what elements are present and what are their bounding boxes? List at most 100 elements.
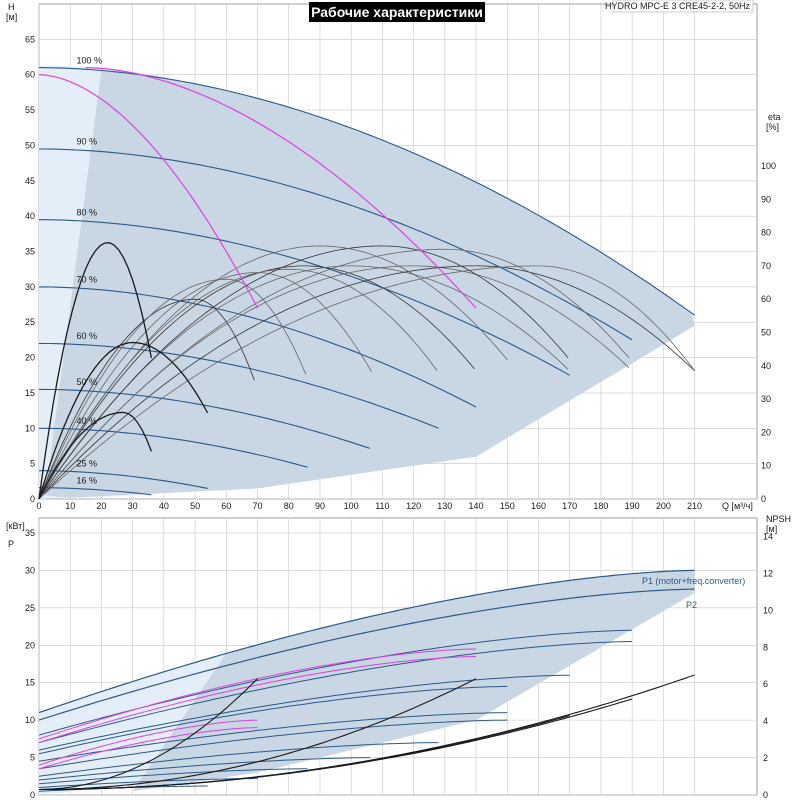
head-curve-25	[39, 470, 208, 489]
title-background	[309, 2, 485, 22]
head-x-tick: 70	[253, 501, 263, 511]
head-curve-100	[38, 67, 695, 316]
eta-y-tick: 40	[761, 361, 771, 371]
power-curve	[38, 719, 508, 770]
speed-label: 40 %	[76, 416, 97, 426]
head-x-tick: 160	[531, 501, 546, 511]
eta-y-unit: [%]	[766, 122, 779, 132]
speed-label: 60 %	[76, 331, 97, 341]
head-curve-16	[39, 487, 152, 496]
head-curve-70	[39, 286, 477, 408]
head-y-tick: 5	[30, 459, 35, 469]
magenta-power-curve	[38, 656, 477, 744]
npsh-y-tick: 12	[763, 568, 773, 578]
eta-curve-single	[38, 341, 209, 500]
magenta-power-curve	[38, 727, 258, 770]
head-x-tick: 130	[437, 501, 452, 511]
power-y-tick: 0	[30, 790, 35, 800]
head-curve-90	[39, 148, 633, 341]
head-y-tick: 50	[25, 140, 35, 150]
eta-y-label: eta	[768, 112, 781, 122]
eta-curve-single	[38, 242, 153, 500]
head-x-tick: 140	[469, 501, 484, 511]
eta-y-tick: 10	[761, 461, 771, 471]
npsh-y-tick: 2	[763, 753, 768, 763]
head-curve-60	[38, 342, 439, 429]
head-y-tick: 35	[25, 247, 35, 257]
eta-curve-multi	[38, 245, 569, 500]
head-y-tick: 40	[25, 211, 35, 221]
speed-label: 50 %	[76, 377, 97, 387]
head-x-tick: 50	[190, 501, 200, 511]
speed-label: 70 %	[76, 275, 97, 285]
power-curve	[38, 674, 570, 751]
eta-y-tick: 50	[761, 328, 771, 338]
eta-y-tick: 0	[761, 494, 766, 504]
npsh-y-tick: 0	[763, 790, 768, 800]
head-x-tick: 30	[128, 501, 138, 511]
head-y-unit: [м]	[6, 12, 17, 22]
head-x-tick: 100	[344, 501, 359, 511]
power-y-tick: 25	[25, 603, 35, 613]
npsh-y-label: NPSH	[766, 514, 791, 524]
eta-y-tick: 90	[761, 194, 771, 204]
magenta-head-curve	[85, 67, 477, 309]
eta-y-tick: 100	[761, 161, 776, 171]
magenta-head-curve	[38, 74, 259, 309]
head-x-tick: 110	[375, 501, 389, 511]
power-curve	[38, 712, 508, 762]
power-y-tick: 35	[25, 528, 35, 538]
magenta-power-curve	[38, 719, 258, 766]
head-curve-40	[39, 427, 308, 468]
head-y-tick: 55	[25, 105, 35, 115]
power-curve	[38, 569, 695, 714]
head-y-tick: 60	[25, 70, 35, 80]
eta-curve-multi	[38, 248, 630, 500]
power-y-tick: 30	[25, 565, 35, 575]
head-x-tick: 200	[656, 501, 671, 511]
eta-y-tick: 70	[761, 261, 771, 271]
head-y-label: H	[8, 2, 15, 12]
head-x-tick: 0	[36, 501, 41, 511]
eta-curve-multi	[38, 245, 508, 500]
npsh-y-tick: 10	[763, 605, 773, 615]
power-y-tick: 20	[25, 640, 35, 650]
power-curve	[38, 768, 308, 785]
model-label: HYDRO MPC-E 3 CRE45-2-2, 50Hz	[605, 1, 751, 11]
head-x-tick: 80	[284, 501, 294, 511]
head-x-tick: 120	[406, 501, 421, 511]
power-y-tick: 15	[25, 678, 35, 688]
power-y-label: P	[8, 539, 14, 549]
head-y-tick: 65	[25, 34, 35, 44]
eta-y-tick: 20	[761, 427, 771, 437]
power-y-tick: 10	[25, 715, 35, 725]
eta-curve-multi	[38, 272, 372, 500]
speed-label: 100 %	[76, 55, 102, 65]
eta-curve-multi	[38, 265, 695, 500]
eta-y-tick: 60	[761, 294, 771, 304]
series-label-p1: P1 (motor+freq.converter)	[642, 576, 745, 586]
head-x-tick: 150	[500, 501, 515, 511]
eta-curve-multi	[38, 265, 695, 500]
head-x-tick: 180	[593, 501, 608, 511]
head-x-label: Q [м³/ч]	[722, 501, 753, 511]
head-curve-50	[39, 388, 371, 449]
head-y-tick: 45	[25, 176, 35, 186]
power-curve	[38, 778, 258, 788]
npsh-y-tick: 8	[763, 642, 768, 652]
head-x-tick: 90	[315, 501, 325, 511]
chart-title: Рабочие характеристики	[311, 4, 483, 20]
head-envelope-dark	[45, 70, 695, 498]
head-x-tick: 170	[562, 501, 577, 511]
head-y-tick: 25	[25, 317, 35, 327]
npsh-y-tick: 6	[763, 679, 768, 689]
npsh-y-tick: 14	[763, 531, 773, 541]
power-curve	[38, 588, 695, 721]
npsh-curve	[38, 715, 570, 791]
head-x-tick: 210	[687, 501, 702, 511]
speed-label: 25 %	[76, 458, 97, 468]
power-curve	[38, 742, 439, 777]
